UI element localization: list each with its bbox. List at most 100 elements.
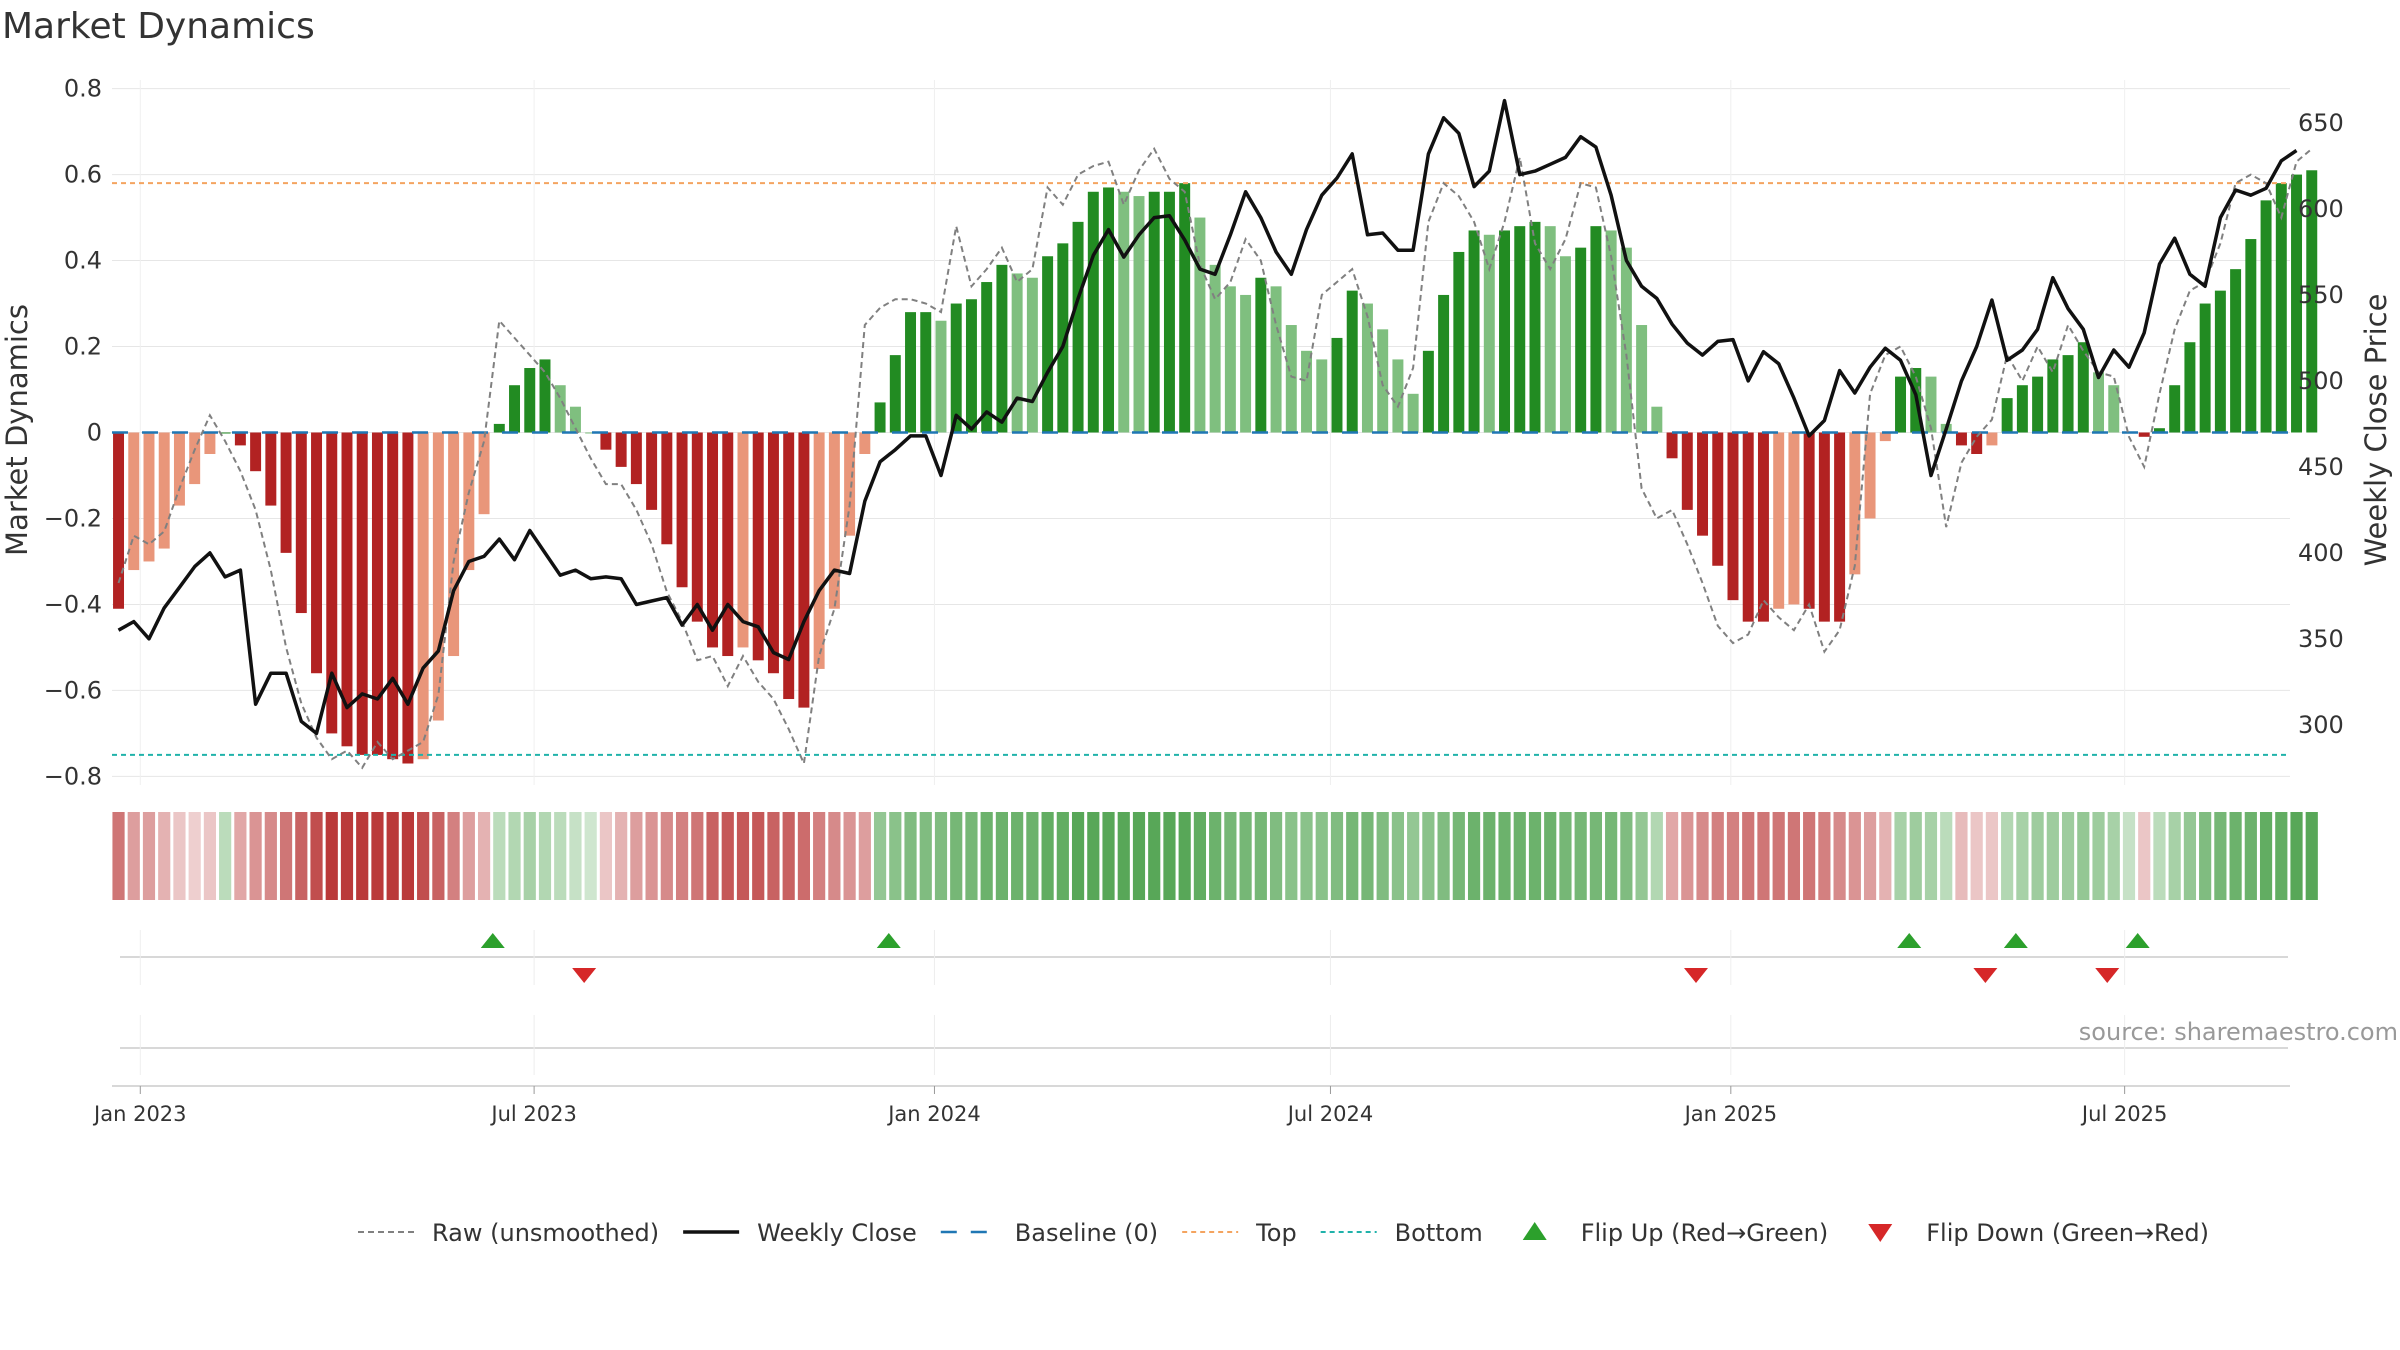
regime-cell: [2122, 812, 2136, 900]
regime-cell: [1011, 812, 1024, 900]
market-dynamics-bar: [2047, 359, 2059, 433]
market-dynamics-bar: [250, 432, 262, 472]
market-dynamics-bar: [1773, 432, 1785, 609]
regime-cell: [1894, 812, 1907, 900]
market-dynamics-bar: [798, 432, 810, 708]
market-dynamics-bar: [143, 432, 155, 562]
market-dynamics-bar: [280, 432, 292, 553]
market-dynamics-bar: [1849, 432, 1861, 575]
regime-cell: [340, 812, 354, 900]
regime-cell: [1376, 812, 1389, 900]
regime-cell: [660, 812, 673, 900]
regime-cell: [873, 812, 887, 900]
line-series: [112, 98, 2313, 770]
regime-cell: [1574, 812, 1587, 900]
regime-cell: [1559, 812, 1572, 900]
flip-down-marker: [1973, 968, 1998, 983]
regime-cell: [279, 812, 293, 900]
legend-label: Bottom: [1395, 1219, 1483, 1247]
source-note: source: sharemaestro.com: [2079, 1018, 2398, 1046]
y-tick-label: 0.2: [64, 333, 102, 361]
regime-cell: [158, 812, 171, 900]
regime-cell: [1605, 812, 1618, 900]
regime-cell: [919, 812, 932, 900]
regime-cell: [142, 812, 156, 900]
regime-cell: [1087, 812, 1100, 900]
regime-cell: [264, 812, 277, 900]
market-dynamics-bar: [1133, 196, 1145, 433]
market-dynamics-bar: [1818, 432, 1830, 622]
market-dynamics-bar: [2016, 385, 2028, 433]
market-dynamics-bar: [905, 312, 917, 433]
market-dynamics-bar: [920, 312, 932, 433]
market-dynamics-bar: [661, 432, 673, 545]
market-dynamics-bar: [1316, 359, 1328, 433]
regime-cell: [1102, 812, 1115, 900]
date-tick-label: Jan 2023: [92, 1102, 187, 1126]
date-axis: Jan 2023 Jul 2023 Jan 2024 Jul 2024 Jan 2025…: [92, 1086, 2167, 1126]
market-dynamics-bar: [417, 432, 429, 760]
market-dynamics-bar: [1712, 432, 1724, 566]
regime-cell: [127, 812, 140, 900]
market-dynamics-bar: [493, 423, 505, 433]
market-dynamics-bar: [981, 282, 993, 433]
market-dynamics-bar: [1438, 294, 1450, 433]
regime-cell: [1528, 812, 1542, 900]
market-dynamics-bar: [935, 320, 947, 433]
regime-cell: [1513, 812, 1526, 900]
regime-cell: [1924, 812, 1938, 900]
market-dynamics-bar: [1605, 230, 1617, 433]
market-dynamics-bar: [2093, 372, 2105, 433]
legend-label: Flip Down (Green→Red): [1926, 1219, 2209, 1247]
market-dynamics-bar: [1453, 251, 1465, 433]
y-tick-label: 0.6: [64, 161, 102, 189]
market-dynamics-bar: [2245, 239, 2257, 433]
market-dynamics-bar: [158, 432, 170, 549]
market-dynamics-bar: [2077, 342, 2089, 433]
regime-cell: [965, 812, 978, 900]
market-dynamics-bar: [1803, 432, 1815, 609]
regime-cell: [1909, 812, 1922, 900]
regime-cell: [2229, 812, 2242, 900]
market-dynamics-bar: [1407, 393, 1419, 433]
market-dynamics-bar: [1011, 273, 1023, 433]
market-dynamics-bar: [1651, 406, 1663, 433]
regime-cell: [386, 812, 399, 900]
regime-cell: [1178, 812, 1191, 900]
market-dynamics-bar: [509, 385, 521, 433]
regime-cell: [1117, 812, 1130, 900]
regime-cell: [1193, 812, 1207, 900]
regime-cell: [1620, 812, 1633, 900]
flip-up-marker: [876, 933, 901, 948]
market-dynamics-bar: [828, 432, 840, 609]
y2-tick-label: 450: [2298, 453, 2344, 481]
legend-label: Raw (unsmoothed): [432, 1219, 659, 1247]
market-dynamics-bar: [204, 432, 216, 454]
regime-cell: [447, 812, 460, 900]
regime-cell: [1818, 812, 1831, 900]
regime-cell: [889, 812, 902, 900]
regime-cell: [1742, 812, 1755, 900]
y2-tick-label: 300: [2298, 711, 2344, 739]
regime-cell: [630, 812, 643, 900]
regime-cell: [249, 812, 262, 900]
market-dynamics-bar: [448, 432, 460, 657]
flip-up-marker: [480, 933, 505, 948]
market-dynamics-bar: [554, 385, 566, 433]
regime-cell: [980, 812, 993, 900]
flip-down-marker: [572, 968, 597, 983]
legend-label: Baseline (0): [1015, 1219, 1158, 1247]
regime-cell: [2092, 812, 2105, 900]
market-dynamics-bar: [1544, 226, 1556, 433]
market-dynamics-bar: [767, 432, 779, 674]
regime-cell: [462, 812, 475, 900]
regime-cell: [1726, 812, 1740, 900]
market-dynamics-bar: [1422, 350, 1434, 433]
regime-cell: [1148, 812, 1161, 900]
market-dynamics-bar: [1148, 191, 1160, 433]
regime-cell: [234, 812, 247, 900]
market-dynamics-bar: [874, 402, 886, 433]
y2-axis-title: Weekly Close Price: [2359, 294, 2393, 567]
regime-cell: [371, 812, 384, 900]
